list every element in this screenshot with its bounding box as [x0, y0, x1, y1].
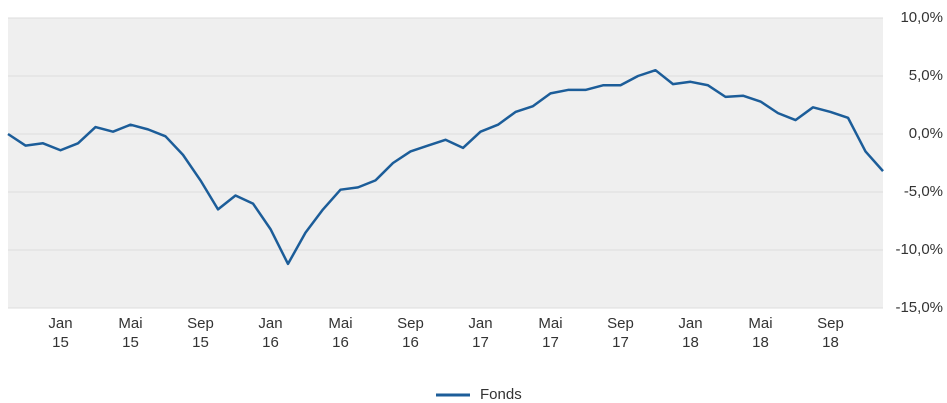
x-tick-label: Jan 18: [678, 315, 703, 351]
x-tick-label: Jan 16: [258, 315, 283, 351]
plot-area: [8, 18, 883, 308]
x-tick-label: Sep 18: [817, 315, 844, 351]
x-tick-label: Jan 15: [48, 315, 73, 351]
x-tick-label: Mai 18: [748, 315, 773, 351]
y-tick-label: -10,0%: [895, 241, 943, 258]
x-tick-label: Mai 17: [538, 315, 563, 351]
y-tick-label: 5,0%: [909, 67, 943, 84]
data-line: [7, 68, 884, 266]
y-tick-label: 0,0%: [909, 125, 943, 142]
y-tick-label: 10,0%: [900, 9, 943, 26]
y-tick-label: -15,0%: [895, 299, 943, 316]
x-tick-label: Jan 17: [468, 315, 493, 351]
x-tick-label: Sep 16: [397, 315, 424, 351]
legend-label: Fonds: [480, 386, 522, 403]
x-tick-label: Mai 16: [328, 315, 353, 351]
x-tick-label: Sep 15: [187, 315, 214, 351]
y-tick-label: -5,0%: [904, 183, 943, 200]
x-tick-label: Sep 17: [607, 315, 634, 351]
x-tick-label: Mai 15: [118, 315, 143, 351]
